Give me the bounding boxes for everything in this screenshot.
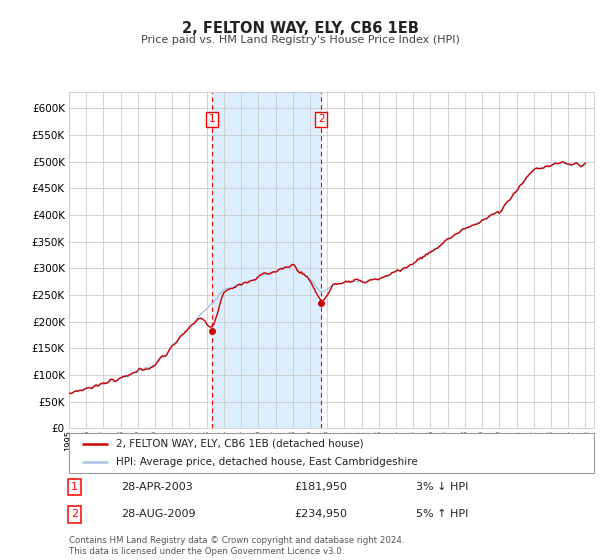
Text: 2, FELTON WAY, ELY, CB6 1EB (detached house): 2, FELTON WAY, ELY, CB6 1EB (detached ho… (116, 439, 364, 449)
Text: HPI: Average price, detached house, East Cambridgeshire: HPI: Average price, detached house, East… (116, 458, 418, 467)
Bar (212, 92, 321, 428)
Text: Price paid vs. HM Land Registry's House Price Index (HPI): Price paid vs. HM Land Registry's House … (140, 35, 460, 45)
Text: 2, FELTON WAY, ELY, CB6 1EB: 2, FELTON WAY, ELY, CB6 1EB (182, 21, 418, 36)
Text: 5% ↑ HPI: 5% ↑ HPI (415, 510, 468, 520)
Text: 28-APR-2003: 28-APR-2003 (121, 482, 193, 492)
Text: Contains HM Land Registry data © Crown copyright and database right 2024.
This d: Contains HM Land Registry data © Crown c… (69, 536, 404, 556)
Text: 2: 2 (318, 114, 325, 124)
Text: £181,950: £181,950 (295, 482, 347, 492)
Text: £234,950: £234,950 (295, 510, 348, 520)
Text: 3% ↓ HPI: 3% ↓ HPI (415, 482, 468, 492)
Text: 2: 2 (71, 510, 78, 520)
Text: 1: 1 (71, 482, 78, 492)
FancyBboxPatch shape (69, 433, 594, 473)
Text: 1: 1 (209, 114, 215, 124)
Text: 28-AUG-2009: 28-AUG-2009 (121, 510, 196, 520)
